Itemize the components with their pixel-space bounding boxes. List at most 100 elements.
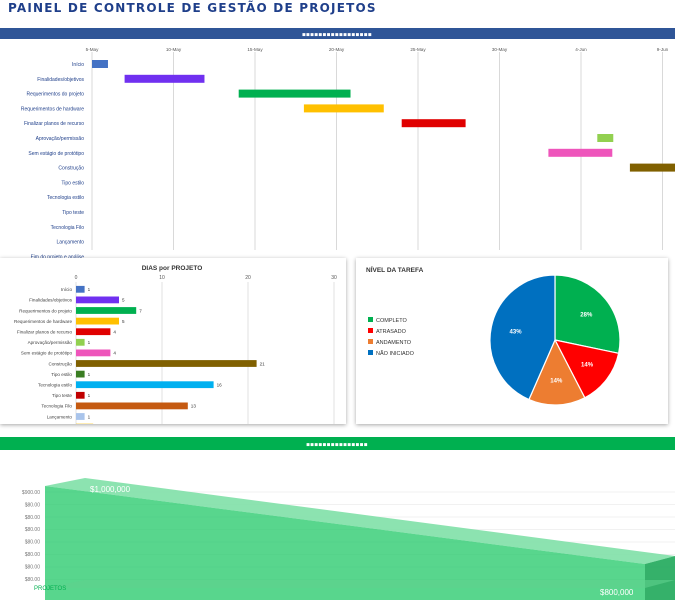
area-tick-label: $80.00 (25, 515, 41, 521)
gantt-task-label: Requerimentos de hardware (21, 106, 84, 112)
gantt-tick-label: 25-May (410, 47, 426, 52)
area-base (45, 580, 675, 588)
bar-data-label: 5 (122, 319, 125, 324)
task-level-chart: NÍVEL DA TAREFA 28% 14% 14% 43% COMPLETO ATRAS… (366, 265, 621, 406)
pie-chart-title: NÍVEL DA TAREFA (366, 265, 424, 274)
pie-slice-label: 14% (581, 362, 594, 368)
bar (76, 296, 119, 304)
bar-tick-label: 0 (75, 275, 78, 281)
gantt-task-label: Início (72, 62, 84, 68)
gantt-bar (238, 89, 351, 98)
bar-data-label: 1 (88, 287, 91, 292)
pie-legend-label: NÃO INICIADO (376, 350, 415, 357)
gantt-bar (597, 134, 614, 142)
gantt-chart: ■■■■■■■■■■■■■■■■■ 5-May 10-May 15-May 20-May… (0, 28, 675, 260)
gantt-bar (124, 74, 205, 83)
pie-legend-swatch (368, 317, 373, 322)
pie-slice (489, 274, 556, 401)
area-front-face (45, 486, 645, 600)
bar-category-label: Requerimentos do projeto (19, 308, 72, 313)
bar (76, 360, 257, 367)
bar-data-label: 1 (88, 372, 91, 377)
pie-legend-label: COMPLETO (376, 318, 407, 324)
days-per-project-panel: DIAS por PROJETO 0 10 20 30 Início 1 Finalidade… (0, 258, 346, 424)
pie-slice (554, 274, 621, 355)
bar-tick-label: 10 (159, 275, 165, 281)
gantt-tick-label: 5-May (86, 47, 99, 52)
pie-legend-label: ANDAMENTO (376, 340, 412, 346)
days-per-project-chart: DIAS por PROJETO 0 10 20 30 Início 1 Finalidade… (14, 265, 337, 424)
bar-category-label: Tecnologia Filo (41, 404, 72, 409)
gantt-task-label: Fim do projeto e análise (31, 254, 85, 260)
bar (76, 317, 119, 325)
bar (76, 328, 111, 336)
area-tick-label: $80.00 (25, 502, 41, 508)
bar-data-label: 4 (113, 330, 116, 335)
bar-category-label: Aprovação/permissão (28, 340, 73, 345)
bar-data-label: 1 (88, 393, 91, 398)
gantt-task-label: Tipo estilo (61, 180, 84, 186)
gantt-tick-label: 4-Jun (575, 47, 587, 52)
bar-category-label: Lançamento (47, 414, 73, 419)
gantt-tick-label: 9-Jun (657, 47, 669, 52)
section-header-bar (0, 28, 675, 39)
pie-slice-label: 14% (550, 378, 563, 384)
pie-legend-label: ATRASADO (376, 329, 407, 335)
bar (76, 402, 188, 410)
pie-slice (528, 338, 586, 406)
bar-category-label: Requerimentos de hardware (14, 319, 72, 324)
bar-category-label: Tipo estilo (51, 372, 72, 377)
bar (76, 391, 85, 399)
gantt-task-label: Aprovação/permissão (36, 136, 85, 142)
area-value-label: $800,000 (600, 588, 634, 597)
bar-data-label: 13 (191, 404, 197, 409)
pie-legend-swatch (368, 339, 373, 344)
area-x-label: PROJETOS (34, 586, 66, 592)
section-footer-text: ■■■■■■■■■■■■■■■ (306, 443, 368, 449)
section-footer-bar (0, 437, 675, 450)
pie-slice (553, 339, 620, 399)
bar-category-label: Finalizar planos de recurso (17, 330, 73, 335)
bar-category-label: Finalidades/objetivos (29, 298, 73, 303)
bar-data-label: 4 (113, 351, 116, 356)
pie-legend-swatch (368, 328, 373, 333)
bar-category-label: Construção (49, 361, 73, 366)
gantt-bar (629, 163, 675, 172)
bar (76, 349, 111, 357)
gantt-task-label: Lançamento (56, 240, 84, 246)
area-tick-label: $80.00 (25, 564, 41, 570)
gantt-task-label: Sem estágio de protótipo (28, 151, 84, 157)
page-title: PAINEL DE CONTROLE DE GESTÃO DE PROJETOS (8, 1, 377, 15)
bar-category-label: Tipo teste (52, 393, 72, 398)
gantt-task-label: Finalizar planos de recurso (24, 121, 84, 127)
bar (76, 370, 85, 378)
bar-tick-label: 20 (245, 275, 251, 281)
area-value-label: $1,000,000 (90, 485, 131, 494)
bar (76, 307, 137, 314)
bar-category-label: Tecnologia estilo (38, 383, 72, 388)
area-tick-label: $900.00 (22, 490, 40, 496)
gantt-task-label: Tipo teste (62, 210, 84, 216)
bar-data-label: 21 (260, 361, 266, 366)
gantt-tick-label: 20-May (329, 47, 345, 52)
bar (76, 413, 85, 420)
bar (76, 338, 85, 346)
gantt-task-label: Construção (58, 166, 84, 172)
pie-legend-swatch (368, 350, 373, 355)
area-tick-label: $80.00 (25, 527, 41, 533)
bar (76, 381, 214, 389)
area-tick-label: $80.00 (25, 540, 41, 546)
gantt-tick-label: 15-May (247, 47, 263, 52)
area-tick-label: $80.00 (25, 552, 41, 558)
bar-data-label: 1 (88, 414, 91, 419)
area-tick-label: $80.00 (25, 577, 41, 583)
bar-data-label: 16 (217, 383, 223, 388)
pie-slice-label: 28% (580, 313, 593, 319)
section-header-text: ■■■■■■■■■■■■■■■■■ (302, 33, 372, 39)
bar (76, 285, 85, 293)
gantt-tick-label: 10-May (166, 47, 182, 52)
gantt-bar (401, 119, 466, 128)
bar-data-label: 5 (122, 298, 125, 303)
bar-category-label: Sem estágio de protótipo (21, 351, 73, 356)
